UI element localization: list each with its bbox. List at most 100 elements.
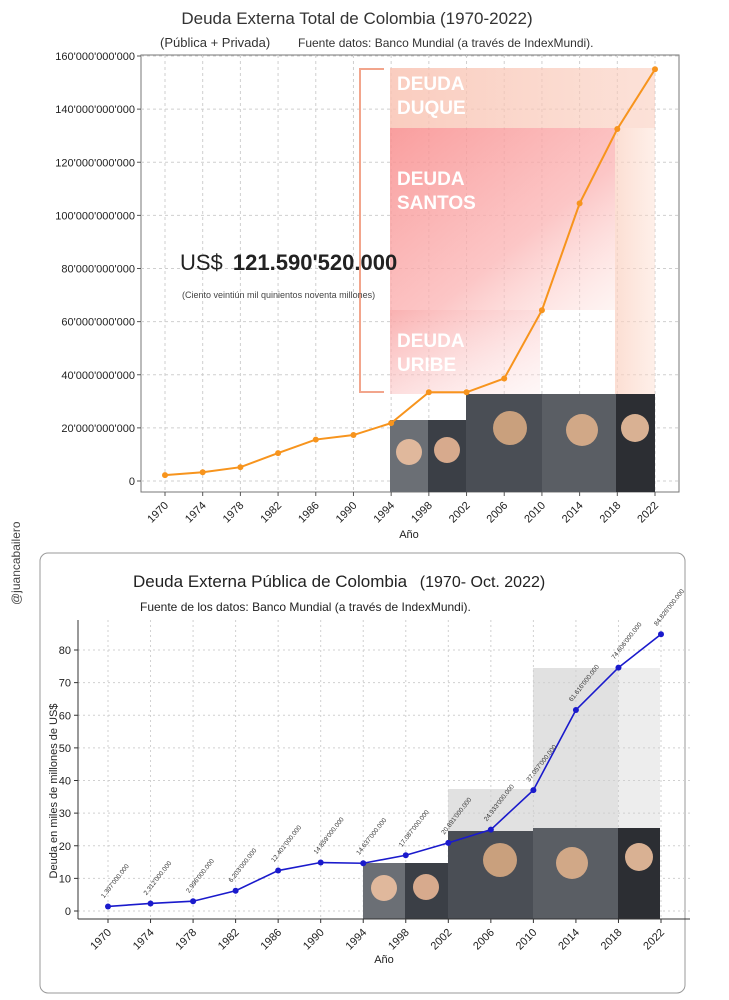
callout-amount: US$ 121.590'520.000 <box>180 250 397 275</box>
x-tick-label: 2002 <box>447 500 473 526</box>
x-tick-label: 1994 <box>371 500 397 526</box>
data-point <box>275 867 282 874</box>
data-point <box>572 706 579 713</box>
x-tick-label: 2006 <box>485 500 511 526</box>
chart-title-main: Deuda Externa Pública de Colombia <box>133 572 408 591</box>
x-tick-label: 1974 <box>183 500 209 526</box>
y-tick-label: 40 <box>59 776 71 788</box>
chart-subtitle: Fuente de los datos: Banco Mundial (a tr… <box>140 600 471 614</box>
data-point <box>190 898 197 905</box>
watermark: @juancabailero <box>9 521 23 605</box>
x-tick-label: 1982 <box>258 500 284 526</box>
zone-santos-label-1: DEUDA <box>397 169 465 190</box>
y-tick-label: 20 <box>59 841 71 853</box>
photo-santos-face <box>566 414 598 446</box>
chart-title-suffix: (1970- Oct. 2022) <box>420 574 545 591</box>
data-point <box>463 389 470 396</box>
data-point <box>317 859 324 866</box>
photo-pastrana-face <box>434 437 460 463</box>
chart-title: Deuda Externa Pública de Colombia (1970-… <box>133 572 545 591</box>
y-tick-label: 80'000'000'000 <box>61 264 135 276</box>
photo-duque <box>618 828 660 919</box>
public-debt-chart: Deuda Externa Pública de Colombia (1970-… <box>39 552 690 994</box>
data-point <box>614 126 621 133</box>
zone-right-fade <box>615 128 655 394</box>
callout-note: (Ciento veintiún mil quinientos noventa … <box>182 290 375 300</box>
y-axis-label: Deuda en miles de millones de US$ <box>48 704 60 879</box>
data-point <box>538 307 545 314</box>
data-point <box>350 432 357 439</box>
photo-santos-face <box>556 847 588 879</box>
y-tick-label: 10 <box>59 873 71 885</box>
zone-santos-label-2: SANTOS <box>397 193 476 214</box>
data-point <box>232 887 239 894</box>
photo-duque-face <box>625 843 653 871</box>
y-tick-label: 80 <box>59 645 71 657</box>
x-tick-label: 1986 <box>296 500 322 526</box>
photo-pastrana-face <box>413 874 439 900</box>
data-point <box>237 464 244 471</box>
zone-uribe-label-2: URIBE <box>397 355 456 376</box>
data-point <box>658 631 664 638</box>
y-tick-label: 40'000'000'000 <box>61 370 135 382</box>
chart-subtitle-right: Fuente datos: Banco Mundial (a través de… <box>298 36 594 50</box>
y-tick-label: 120'000'000'000 <box>55 157 135 169</box>
callout-bracket <box>359 68 384 393</box>
data-point <box>487 826 494 833</box>
x-axis-label: Año <box>374 954 394 966</box>
y-tick-label: 100'000'000'000 <box>55 210 135 222</box>
x-tick-label: 1990 <box>334 500 360 526</box>
data-point <box>530 787 537 794</box>
president-photos <box>363 828 660 919</box>
x-tick-label: 2022 <box>635 500 661 526</box>
callout-value: 121.590'520.000 <box>233 250 397 275</box>
y-tick-label: 0 <box>129 476 135 488</box>
y-tick-label: 50 <box>59 743 71 755</box>
photo-samper-face <box>371 875 397 901</box>
data-point <box>199 469 206 476</box>
data-point <box>576 200 583 207</box>
zone-duque-label-1: DEUDA <box>397 74 465 95</box>
data-point <box>360 860 367 867</box>
y-tick-label: 30 <box>59 808 71 820</box>
data-point <box>402 852 409 859</box>
data-point <box>388 420 395 427</box>
y-tick-label: 60'000'000'000 <box>61 317 135 329</box>
zone-duque-label-2: DUQUE <box>397 98 466 119</box>
series-line <box>107 633 662 908</box>
x-tick-label: 1970 <box>145 500 171 526</box>
photo-uribe-face <box>483 843 517 877</box>
data-point <box>162 472 168 479</box>
y-tick-label: 20'000'000'000 <box>61 423 135 435</box>
zone-santos <box>390 128 615 310</box>
watermark-text: @juancabailero <box>9 521 23 605</box>
data-point <box>147 900 154 907</box>
photo-duque-face <box>621 414 649 442</box>
y-tick-label: 0 <box>65 906 71 918</box>
x-axis-label: Año <box>399 529 419 541</box>
data-point <box>501 375 508 382</box>
photo-uribe-face <box>493 411 527 445</box>
total-debt-chart: Deuda Externa Total de Colombia (1970-20… <box>55 9 680 541</box>
y-tick-label: 140'000'000'000 <box>55 104 135 116</box>
x-tick-label: 2014 <box>560 500 586 526</box>
president-photos <box>390 394 655 492</box>
zone-duque <box>390 68 655 128</box>
x-tick-label: 1998 <box>409 500 435 526</box>
photo-uribe <box>448 831 533 919</box>
x-tick-label: 2010 <box>522 500 548 526</box>
series-line <box>164 68 656 477</box>
data-point <box>312 436 319 443</box>
y-tick-label: 70 <box>59 678 71 690</box>
y-tick-label: 60 <box>59 710 71 722</box>
zone-uribe-label-1: DEUDA <box>397 331 465 352</box>
chart-subtitle-left: (Pública + Privada) <box>160 35 270 50</box>
series-total-debt <box>162 66 658 479</box>
data-point <box>105 903 111 910</box>
data-point <box>445 839 452 846</box>
x-tick-label: 1978 <box>221 500 247 526</box>
callout-prefix: US$ <box>180 250 223 275</box>
data-point <box>652 66 658 73</box>
zone-uribe <box>390 310 540 394</box>
y-tick-label: 160'000'000'000 <box>55 51 135 63</box>
